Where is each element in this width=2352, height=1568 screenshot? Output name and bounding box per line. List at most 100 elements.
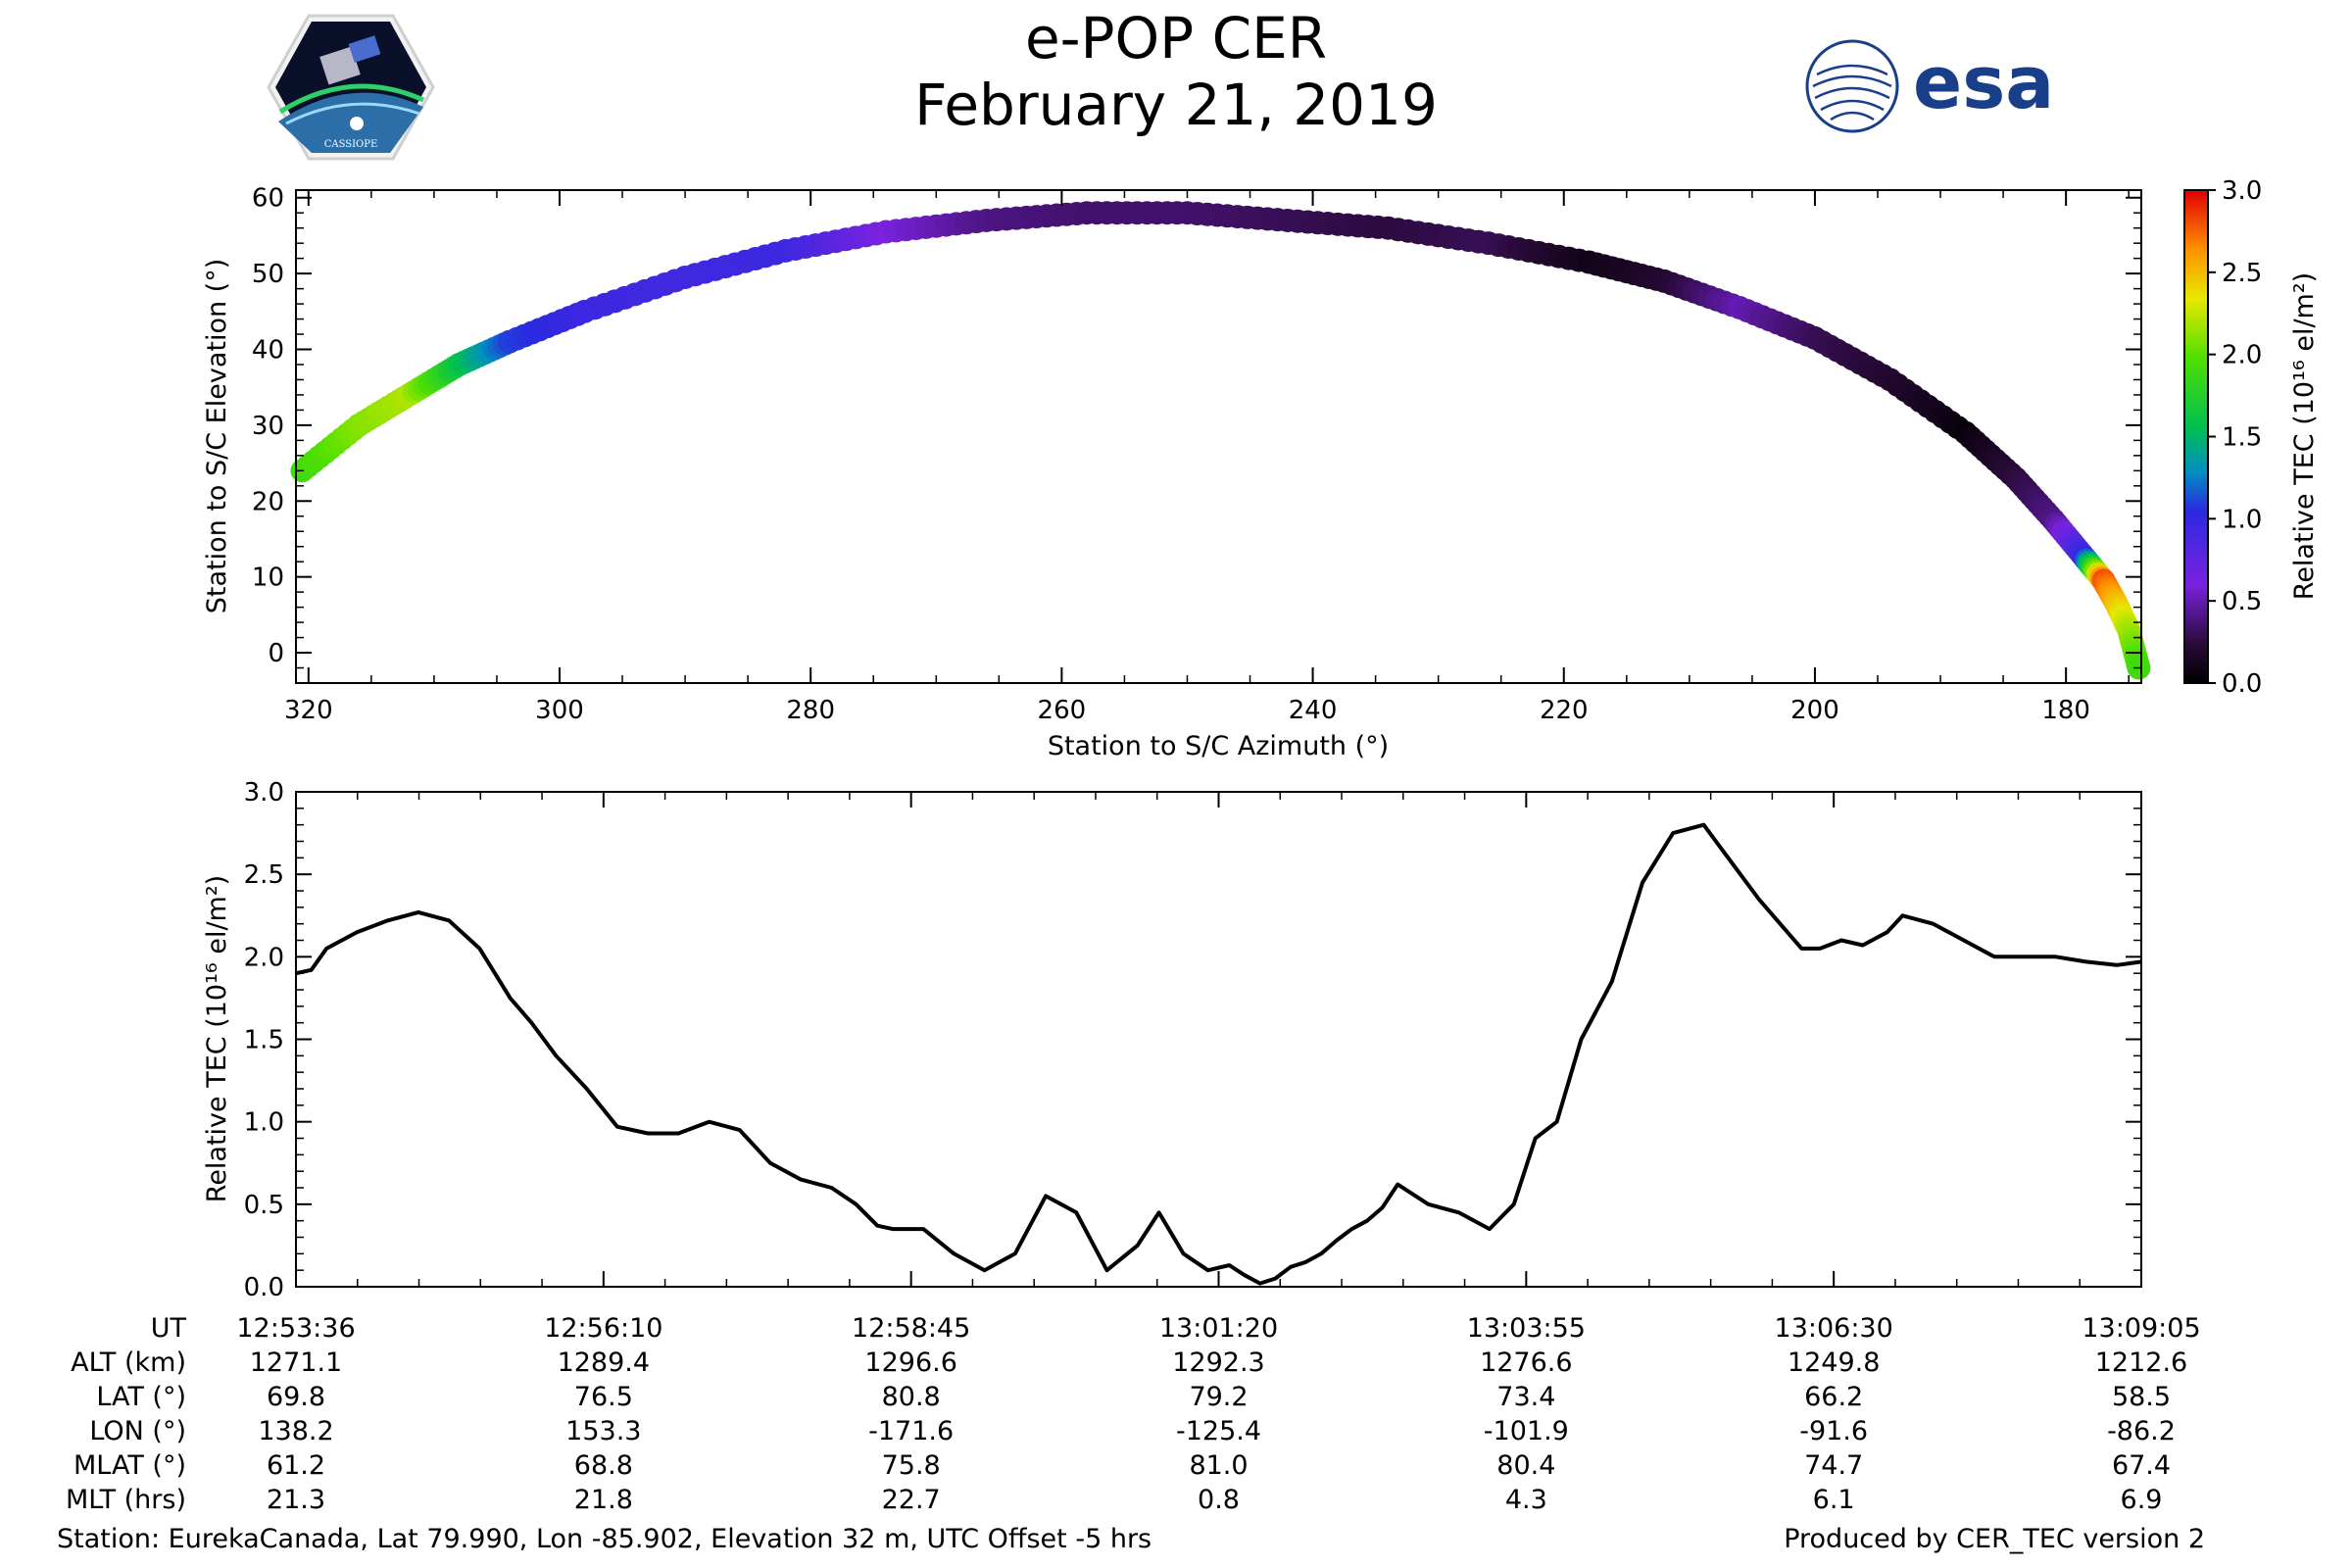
x-tick-label: 200	[1790, 696, 1839, 725]
row-label-mlat: MLAT (°)	[74, 1450, 186, 1481]
orbit-cell-ut: 13:09:05	[2082, 1313, 2201, 1344]
orbit-cell-mlat: 80.4	[1496, 1450, 1556, 1481]
orbit-cell-lon: -125.4	[1175, 1416, 1262, 1446]
orbit-cell-mlat: 67.4	[2111, 1450, 2172, 1481]
y-tick-label: 30	[252, 412, 284, 441]
orbit-cell-mlat: 74.7	[1804, 1450, 1864, 1481]
orbit-cell-lon: 153.3	[565, 1416, 642, 1446]
orbit-cell-lat: 79.2	[1189, 1382, 1249, 1412]
pass-geometry-chart: 320 300 280 260 240 220 200 180 0 10 20 30 40 50 60 St…	[202, 176, 2320, 761]
orbit-cell-ut: 12:58:45	[852, 1313, 971, 1344]
row-label-mlt: MLT (hrs)	[65, 1485, 186, 1515]
y-tick-label: 50	[252, 260, 284, 289]
row-label-alt: ALT (km)	[71, 1348, 186, 1378]
orbit-cell-lon: 138.2	[258, 1416, 334, 1446]
x-tick-label: 300	[535, 696, 584, 725]
orbit-cell-alt: 1289.4	[557, 1348, 651, 1378]
esa-logo-text: esa	[1913, 41, 2054, 125]
orbit-cell-lat: 66.2	[1804, 1382, 1864, 1412]
arc-plot-frame	[295, 189, 2142, 684]
orbit-cell-ut: 12:56:10	[544, 1313, 663, 1344]
y-tick-label: 40	[252, 336, 284, 366]
orbit-cell-alt: 1271.1	[249, 1348, 343, 1378]
tec-y-tick-label: 2.5	[244, 860, 284, 890]
row-label-ut: UT	[150, 1313, 186, 1344]
colorbar	[2183, 189, 2209, 684]
orbit-cell-mlt: 0.8	[1198, 1485, 1240, 1515]
x-tick-label: 320	[284, 696, 333, 725]
cassiope-logo-text: CASSIOPE	[324, 139, 378, 150]
row-label-lat: LAT (°)	[96, 1382, 186, 1412]
tec-y-tick-label: 0.0	[244, 1273, 284, 1302]
y-tick-label: 0	[268, 639, 284, 668]
colorbar-tick-label: 1.0	[2222, 505, 2262, 534]
orbit-cell-mlat: 68.8	[573, 1450, 633, 1481]
orbit-cell-alt: 1212.6	[2094, 1348, 2188, 1378]
orbit-cell-alt: 1292.3	[1172, 1348, 1265, 1378]
title-block: e-POP CER February 21, 2019	[784, 5, 1568, 138]
chart-date: February 21, 2019	[914, 72, 1438, 138]
orbit-cell-ut: 13:03:55	[1466, 1313, 1586, 1344]
esa-logo: esa	[1805, 39, 2054, 133]
colorbar-tick-label: 2.5	[2222, 259, 2262, 288]
orbit-table: UT ALT (km) LAT (°) LON (°) MLAT (°) MLT…	[0, 1301, 2352, 1517]
x-tick-label: 240	[1289, 696, 1338, 725]
tec-y-tick-label: 1.0	[244, 1108, 284, 1138]
colorbar-tick-label: 0.0	[2222, 669, 2262, 699]
y-tick-label: 10	[252, 564, 284, 593]
arc-points	[290, 201, 2151, 680]
orbit-cell-mlt: 21.3	[266, 1485, 326, 1515]
orbit-cell-mlt: 6.9	[2120, 1485, 2163, 1515]
colorbar-tick-label: 2.0	[2222, 341, 2262, 370]
tec-y-tick-label: 2.0	[244, 943, 284, 972]
produced-by: Produced by CER_TEC version 2	[1784, 1524, 2205, 1554]
station-info: Station: EurekaCanada, Lat 79.990, Lon -…	[57, 1524, 1152, 1554]
y-tick-label: 20	[252, 487, 284, 516]
orbit-cell-lat: 58.5	[2111, 1382, 2172, 1412]
orbit-cell-ut: 13:06:30	[1774, 1313, 1893, 1344]
chart-title: e-POP CER	[1024, 5, 1328, 72]
tec-series-line	[295, 822, 2142, 1286]
orbit-cell-lat: 80.8	[881, 1382, 941, 1412]
x-tick-label: 280	[786, 696, 835, 725]
orbit-cell-alt: 1249.8	[1787, 1348, 1881, 1378]
orbit-cell-mlt: 6.1	[1812, 1485, 1855, 1515]
orbit-cell-lat: 76.5	[573, 1382, 633, 1412]
orbit-cell-mlat: 81.0	[1189, 1450, 1249, 1481]
tec-y-tick-label: 1.5	[244, 1026, 284, 1055]
orbit-cell-mlat: 75.8	[881, 1450, 941, 1481]
orbit-cell-lon: -171.6	[868, 1416, 955, 1446]
arc-axes: 320 300 280 260 240 220 200 180 0 10 20 30 40 50 60	[252, 184, 2141, 725]
tec-y-tick-label: 3.0	[244, 778, 284, 808]
y-tick-label: 60	[252, 184, 284, 214]
x-tick-label: 260	[1038, 696, 1087, 725]
orbit-cell-mlt: 21.8	[573, 1485, 633, 1515]
orbit-cell-ut: 13:01:20	[1158, 1313, 1279, 1344]
colorbar-tick-label: 0.5	[2222, 587, 2262, 616]
orbit-cell-lat: 73.4	[1496, 1382, 1556, 1412]
tec-y-tick-label: 0.5	[244, 1191, 284, 1220]
tec-y-label: Relative TEC (10¹⁶ el/m²)	[202, 875, 232, 1202]
colorbar-tick-label: 3.0	[2222, 176, 2262, 206]
orbit-cell-lat: 69.8	[266, 1382, 326, 1412]
row-label-lon: LON (°)	[89, 1416, 186, 1446]
colorbar-label: Relative TEC (10¹⁶ el/m²)	[2289, 272, 2320, 600]
x-tick-label: 180	[2041, 696, 2090, 725]
orbit-cell-ut: 12:53:36	[236, 1313, 356, 1344]
colorbar-ticks: 0.0 0.5 1.0 1.5 2.0 2.5 3.0	[2208, 176, 2262, 699]
cassiope-logo: CASSIOPE	[267, 14, 435, 161]
arc-x-label: Station to S/C Azimuth (°)	[1048, 731, 1389, 761]
orbit-cell-alt: 1276.6	[1480, 1348, 1573, 1378]
orbit-cell-lon: -86.2	[2107, 1416, 2176, 1446]
tec-plot-frame	[295, 791, 2142, 1288]
x-tick-label: 220	[1540, 696, 1589, 725]
orbit-cell-alt: 1296.6	[864, 1348, 957, 1378]
orbit-cell-lon: -91.6	[1799, 1416, 1869, 1446]
orbit-cell-lon: -101.9	[1483, 1416, 1569, 1446]
colorbar-tick-label: 1.5	[2222, 423, 2262, 453]
orbit-cell-mlt: 4.3	[1504, 1485, 1547, 1515]
arc-y-label: Station to S/C Elevation (°)	[202, 259, 232, 614]
orbit-cell-mlt: 22.7	[881, 1485, 941, 1515]
orbit-cell-mlat: 61.2	[266, 1450, 326, 1481]
